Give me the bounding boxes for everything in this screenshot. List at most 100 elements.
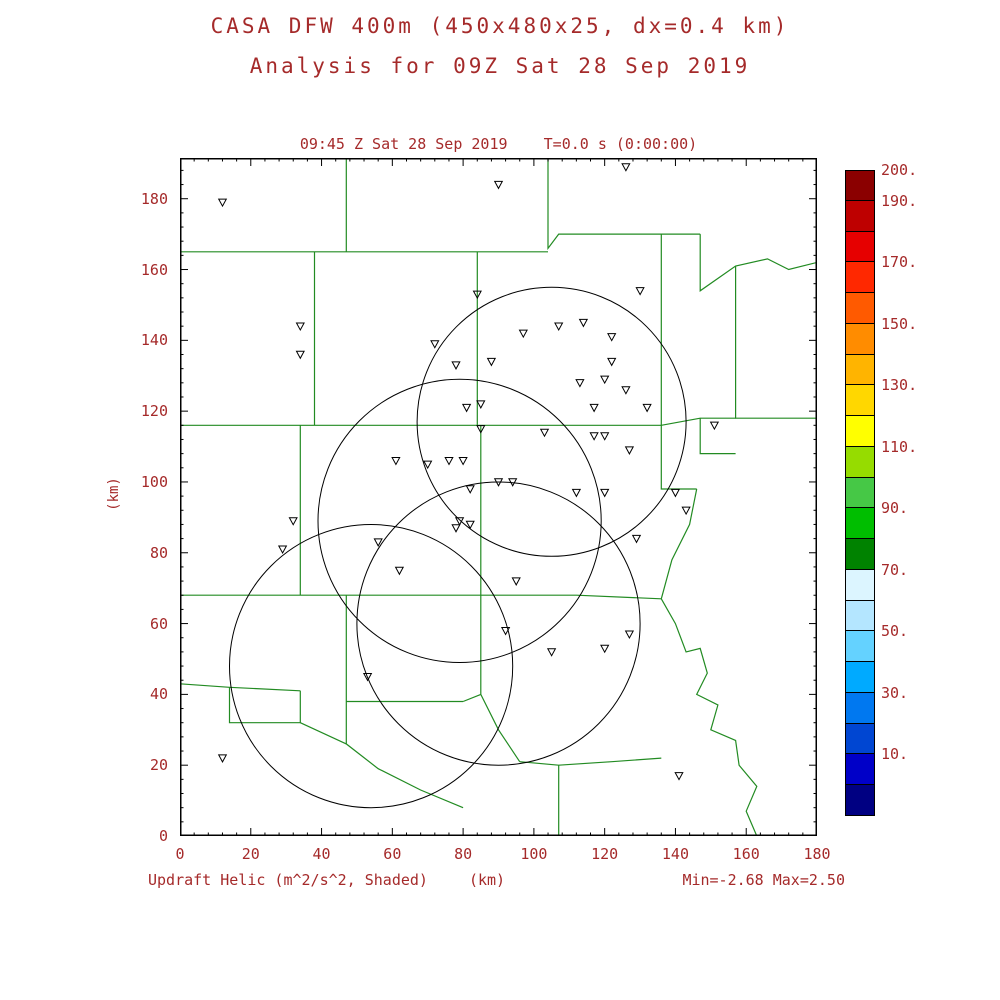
- colorbar-segment: [845, 723, 875, 755]
- colorbar-segment: [845, 600, 875, 632]
- station-marker-icon: [486, 357, 497, 367]
- county-boundary-line: [300, 722, 347, 745]
- radar-range-circle: [356, 481, 641, 766]
- station-marker-icon: [465, 520, 475, 530]
- station-marker-icon: [607, 333, 617, 342]
- field-label: Updraft Helic (m^2/s^2, Shaded): [148, 871, 428, 889]
- colorbar-tick-label: 50.: [881, 622, 909, 641]
- county-boundary-line: [660, 598, 758, 836]
- colorbar-tick-label: 190.: [881, 191, 918, 210]
- station-marker-icon: [578, 318, 589, 328]
- x-tick-label: 20: [241, 845, 260, 863]
- station-marker-icon: [642, 403, 652, 413]
- station-marker-icon: [554, 322, 564, 332]
- county-boundary-line: [519, 757, 662, 766]
- colorbar-tick-label: 70.: [881, 560, 909, 579]
- station-marker-icon: [624, 630, 635, 640]
- county-boundary-line: [547, 158, 701, 251]
- colorbar-segment: [845, 508, 875, 539]
- station-marker-icon: [621, 386, 631, 395]
- station-marker-icon: [589, 432, 599, 441]
- colorbar-tick-label: 130.: [881, 376, 918, 395]
- x-tick-label: 120: [591, 845, 619, 863]
- x-tick-label: 140: [661, 845, 689, 863]
- colorbar-segment: [845, 231, 875, 263]
- station-marker-icon: [472, 290, 482, 300]
- colorbar-tick-label: 200.: [881, 161, 918, 179]
- county-boundary-line: [462, 693, 482, 703]
- county-boundary-line: [345, 701, 464, 809]
- colorbar-segment: [845, 539, 875, 570]
- station-marker-icon: [451, 524, 461, 533]
- station-marker-icon: [444, 457, 454, 466]
- station-marker-icon: [631, 534, 642, 544]
- colorbar-segment: [845, 323, 875, 355]
- county-boundary-line: [480, 694, 521, 763]
- y-tick-label: 80: [149, 543, 168, 562]
- station-marker-icon: [465, 485, 475, 494]
- colorbar-segment: [845, 662, 875, 693]
- y-tick-label: 0: [158, 827, 168, 845]
- colorbar-segment: [845, 354, 875, 386]
- station-marker-icon: [546, 648, 557, 657]
- x-tick-label: 100: [520, 845, 548, 863]
- station-marker-icon: [217, 754, 228, 763]
- colorbar-segment: [845, 385, 875, 416]
- y-tick-label: 100: [140, 472, 168, 491]
- colorbar: [845, 170, 875, 816]
- y-tick-label: 180: [140, 189, 168, 208]
- colorbar-tick-label: 110.: [881, 437, 918, 456]
- colorbar-segment: [845, 631, 875, 662]
- station-marker-icon: [394, 566, 405, 576]
- colorbar-segment: [845, 446, 875, 478]
- station-marker-icon: [518, 329, 528, 339]
- station-marker-icon: [600, 375, 610, 385]
- station-marker-icon: [461, 403, 472, 413]
- station-marker-icon: [458, 457, 468, 466]
- colorbar-tick-label: 30.: [881, 683, 909, 702]
- station-marker-icon: [277, 545, 288, 555]
- y-axis-label: (km): [106, 477, 122, 511]
- county-boundary-line: [180, 417, 736, 426]
- figure-title-line1: CASA DFW 400m (450x480x25, dx=0.4 km): [210, 14, 790, 38]
- county-boundary-line: [734, 266, 817, 419]
- station-marker-icon: [295, 350, 305, 360]
- county-boundary-line: [699, 234, 817, 292]
- y-tick-label: 20: [149, 756, 168, 775]
- x-axis-unit-label: (km): [468, 871, 506, 889]
- colorbar-tick-label: 90.: [881, 499, 909, 518]
- station-marker-icon: [709, 421, 720, 431]
- colorbar-segment: [845, 200, 875, 232]
- x-tick-label: 0: [175, 845, 185, 863]
- x-tick-label: 160: [732, 845, 760, 863]
- station-marker-icon: [476, 400, 486, 409]
- x-tick-label: 80: [454, 845, 473, 863]
- station-marker-icon: [511, 577, 521, 586]
- station-marker-icon: [423, 460, 433, 470]
- station-marker-icon: [571, 488, 582, 498]
- colorbar-tick-label: 150.: [881, 314, 918, 333]
- county-boundary-line: [660, 488, 698, 599]
- y-tick-label: 140: [140, 331, 168, 350]
- station-marker-icon: [621, 163, 631, 172]
- station-marker-icon: [539, 428, 550, 438]
- station-marker-icon: [600, 644, 610, 654]
- radar-range-circle: [229, 524, 514, 809]
- station-marker-icon: [362, 673, 373, 682]
- station-marker-icon: [373, 538, 383, 547]
- station-marker-icon: [670, 488, 681, 498]
- colorbar-segment: [845, 477, 875, 509]
- station-marker-icon: [508, 478, 518, 487]
- station-marker-icon: [600, 488, 610, 498]
- y-tick-label: 160: [140, 260, 168, 279]
- station-marker-icon: [500, 627, 511, 636]
- colorbar-segment: [845, 569, 875, 601]
- county-boundary-line: [228, 687, 301, 724]
- colorbar-tick-label: 10.: [881, 745, 909, 764]
- station-marker-icon: [391, 457, 401, 466]
- station-marker-icon: [575, 379, 585, 388]
- station-marker-icon: [674, 772, 684, 781]
- plot-timestamp: 09:45 Z Sat 28 Sep 2019 T=0.0 s (0:00:00…: [299, 135, 698, 153]
- county-boundary-line: [480, 594, 662, 600]
